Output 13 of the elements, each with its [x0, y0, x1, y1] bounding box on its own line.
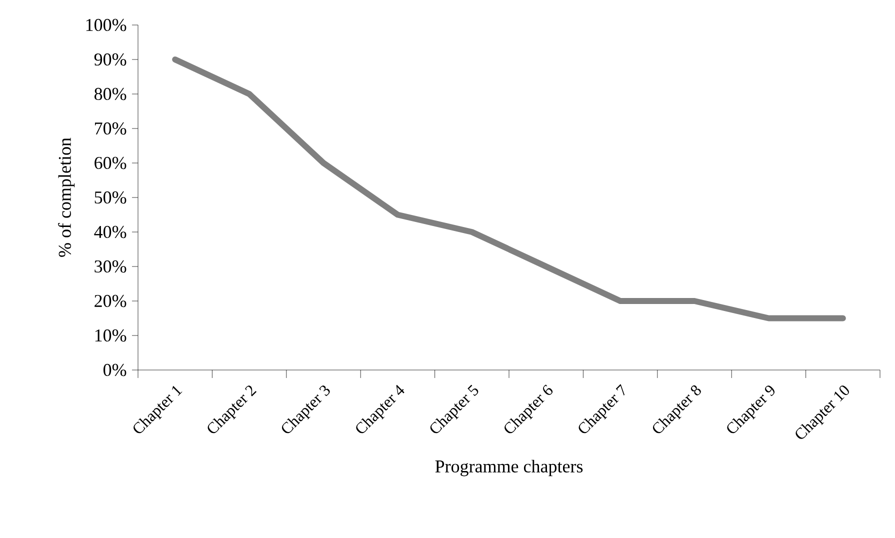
y-tick-label: 60%: [94, 156, 126, 170]
y-tick-label: 80%: [94, 88, 126, 100]
y-tick-label: 0%: [103, 364, 126, 376]
y-tick-label: 30%: [94, 260, 126, 273]
y-axis-title: % of completion: [58, 138, 75, 257]
x-axis-title: Programme chapters: [435, 460, 583, 476]
y-tick-label: 20%: [94, 294, 126, 308]
y-tick-label: 40%: [94, 226, 126, 238]
y-tick-label: 10%: [95, 329, 126, 342]
y-tick-label: 100%: [86, 18, 126, 32]
y-tick-label: 50%: [94, 191, 126, 204]
y-tick-label: 90%: [94, 53, 126, 66]
y-tick-label: 70%: [94, 122, 126, 135]
